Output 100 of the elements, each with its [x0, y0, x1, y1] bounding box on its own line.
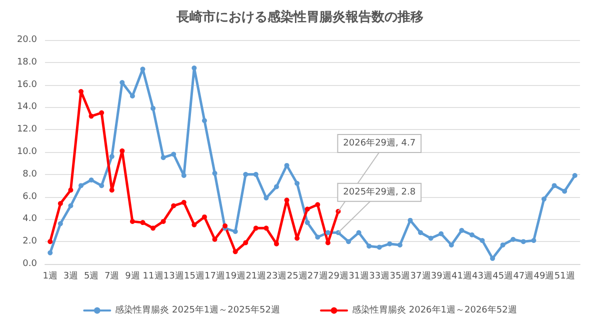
point: [510, 236, 516, 242]
point: [325, 240, 330, 246]
point: [109, 154, 114, 159]
point: [541, 196, 546, 202]
point: [99, 183, 104, 188]
point: [68, 188, 74, 193]
point: [78, 183, 84, 188]
y-tick-label: 20.0: [16, 35, 38, 45]
x-tick-label: 23週: [266, 270, 287, 282]
y-tick-label: 4.0: [22, 214, 38, 224]
point: [88, 114, 94, 119]
x-tick-label: 21週: [246, 270, 266, 282]
point: [500, 242, 506, 248]
point: [120, 148, 125, 154]
x-tick-label: 37週: [410, 270, 431, 282]
point: [520, 239, 526, 244]
point: [130, 218, 135, 224]
point: [192, 222, 197, 228]
x-tick-label: 45週: [492, 270, 514, 282]
point: [150, 226, 156, 231]
x-tick-label: 27週: [307, 270, 328, 282]
point: [243, 240, 248, 246]
x-tick-label: 7週: [104, 270, 120, 282]
y-tick-label: 8.0: [22, 169, 38, 180]
point: [274, 241, 279, 246]
point: [48, 239, 53, 244]
point: [304, 206, 310, 212]
y-tick-label: 14.0: [16, 102, 38, 112]
point: [212, 170, 218, 176]
x-tick-label: 41週: [451, 270, 472, 282]
point: [48, 250, 53, 256]
x-tick-label: 5週: [84, 270, 99, 282]
x-tick-label: 35週: [390, 270, 410, 282]
point: [253, 172, 258, 177]
legend-label: 感染性胃腸炎 2025年1週～2025年52週: [115, 304, 280, 316]
point: [274, 184, 279, 190]
point: [212, 236, 218, 242]
x-tick-label: 3週: [63, 270, 78, 282]
point: [366, 244, 372, 249]
x-tick-label: 19週: [225, 270, 246, 282]
point: [428, 236, 434, 241]
point: [552, 183, 557, 188]
x-tick-label: 29週: [328, 270, 348, 282]
point: [490, 256, 496, 261]
point: [376, 244, 382, 250]
point: [88, 178, 94, 182]
point: [232, 229, 238, 234]
point: [356, 230, 362, 236]
point: [469, 232, 474, 238]
point: [99, 110, 104, 116]
point: [397, 242, 402, 248]
point: [418, 230, 424, 236]
x-tick-label: 15週: [184, 270, 204, 282]
point: [304, 220, 310, 226]
x-tick-label: 25週: [286, 270, 308, 282]
y-tick-label: 12.0: [16, 124, 38, 135]
y-tick-label: 18.0: [16, 57, 38, 68]
point: [160, 218, 166, 224]
point: [140, 220, 146, 226]
point: [58, 221, 63, 226]
point: [294, 236, 300, 241]
point: [181, 200, 186, 205]
point: [160, 155, 166, 160]
point: [109, 188, 114, 193]
point: [192, 66, 197, 70]
x-tick-label: 9週: [125, 270, 140, 282]
point: [58, 201, 63, 206]
point: [387, 241, 392, 246]
point: [150, 106, 156, 111]
point: [315, 234, 320, 240]
point: [448, 242, 454, 248]
point: [480, 238, 485, 243]
point: [531, 238, 536, 243]
point: [572, 173, 578, 178]
point: [181, 173, 186, 178]
x-tick-label: 39週: [430, 270, 452, 282]
x-tick-label: 51週: [554, 270, 575, 282]
point: [264, 195, 269, 200]
point: [315, 202, 320, 208]
point: [171, 152, 176, 157]
x-tick-label: 31週: [348, 270, 370, 282]
point: [222, 223, 228, 228]
y-tick-label: 2.0: [22, 236, 38, 247]
point: [202, 118, 207, 124]
y-tick-label: 0.0: [22, 259, 38, 269]
y-tick-label: 10.0: [16, 147, 38, 157]
point: [459, 228, 464, 233]
x-tick-label: 33週: [369, 270, 390, 282]
point: [325, 230, 330, 236]
point: [120, 80, 125, 86]
point: [202, 214, 207, 220]
point: [438, 231, 444, 236]
point: [253, 226, 258, 231]
y-tick-label: 6.0: [22, 192, 38, 202]
annotation: 2026年29週, 4.7: [343, 138, 416, 148]
x-tick-label: 1週: [42, 270, 58, 282]
y-tick-label: 16.0: [16, 80, 38, 90]
annotation: 2025年29週, 2.8: [343, 186, 416, 198]
point: [294, 180, 300, 186]
legend-label: 感染性胃腸炎 2026年1週～2026年52週: [352, 304, 517, 316]
